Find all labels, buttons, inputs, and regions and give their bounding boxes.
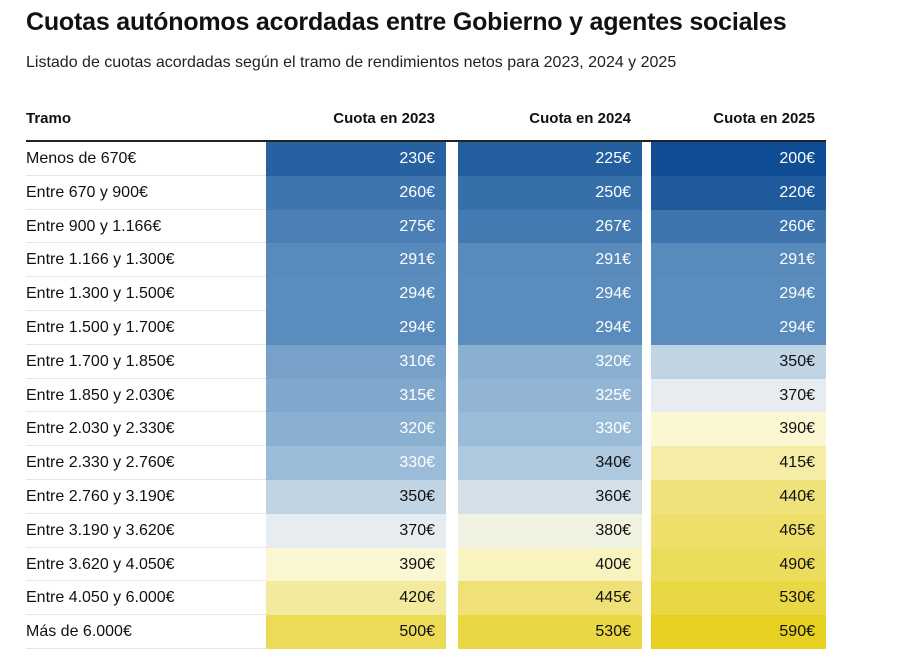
table-header: Tramo Cuota en 2023 Cuota en 2024 Cuota … (26, 102, 826, 142)
quota-cell-2023: 500€ (266, 615, 446, 649)
quota-cell-2025: 440€ (651, 479, 826, 514)
quota-cell-2023: 230€ (266, 142, 446, 176)
table-row: Entre 1.300 y 1.500€ 294€ 294€ 294€ (26, 277, 826, 311)
table-body: Menos de 670€ 230€ 225€ 200€ Entre 670 y 900… (26, 142, 826, 649)
row-label: Menos de 670€ (26, 142, 266, 176)
row-label: Entre 2.030 y 2.330€ (26, 412, 266, 447)
quota-cell-2024: 380€ (458, 513, 642, 548)
quota-cell-2024: 267€ (458, 209, 642, 244)
header-tramo: Tramo (26, 110, 72, 127)
quota-cell-2024: 445€ (458, 581, 642, 616)
quota-table: Tramo Cuota en 2023 Cuota en 2024 Cuota … (26, 102, 826, 649)
quota-cell-2024: 360€ (458, 479, 642, 514)
quota-cell-2025: 590€ (651, 615, 826, 649)
quota-cell-2023: 390€ (266, 547, 446, 582)
quota-cell-2024: 340€ (458, 446, 642, 480)
quota-cell-2023: 260€ (266, 175, 446, 210)
quota-cell-2024: 225€ (458, 142, 642, 176)
quota-cell-2023: 370€ (266, 513, 446, 548)
quota-cell-2024: 250€ (458, 175, 642, 210)
row-label: Entre 4.050 y 6.000€ (26, 581, 266, 616)
quota-cell-2025: 350€ (651, 344, 826, 379)
page-title: Cuotas autónomos acordadas entre Gobiern… (26, 8, 787, 36)
quota-cell-2024: 291€ (458, 243, 642, 278)
quota-cell-2023: 291€ (266, 243, 446, 278)
table-row: Más de 6.000€ 500€ 530€ 590€ (26, 615, 826, 649)
quota-cell-2023: 350€ (266, 479, 446, 514)
row-label: Entre 1.500 y 1.700€ (26, 311, 266, 345)
quota-cell-2023: 310€ (266, 344, 446, 379)
row-label: Más de 6.000€ (26, 615, 266, 649)
header-2023: Cuota en 2023 (333, 110, 435, 127)
row-label: Entre 2.760 y 3.190€ (26, 480, 266, 514)
quota-cell-2023: 294€ (266, 310, 446, 345)
table-row: Entre 2.030 y 2.330€ 320€ 330€ 390€ (26, 412, 826, 447)
table-row: Entre 670 y 900€ 260€ 250€ 220€ (26, 175, 826, 210)
quota-cell-2025: 200€ (651, 142, 826, 176)
table-row: Menos de 670€ 230€ 225€ 200€ (26, 142, 826, 176)
quota-cell-2024: 325€ (458, 378, 642, 413)
table-row: Entre 4.050 y 6.000€ 420€ 445€ 530€ (26, 581, 826, 616)
quota-cell-2023: 275€ (266, 209, 446, 244)
quota-cell-2023: 420€ (266, 581, 446, 616)
row-label: Entre 670 y 900€ (26, 176, 266, 210)
quota-cell-2024: 400€ (458, 547, 642, 582)
row-label: Entre 1.850 y 2.030€ (26, 379, 266, 413)
quota-cell-2025: 390€ (651, 412, 826, 447)
quota-cell-2025: 465€ (651, 513, 826, 548)
row-label: Entre 3.190 y 3.620€ (26, 514, 266, 548)
quota-cell-2024: 320€ (458, 344, 642, 379)
row-label: Entre 3.620 y 4.050€ (26, 548, 266, 582)
quota-cell-2024: 294€ (458, 310, 642, 345)
table-row: Entre 1.700 y 1.850€ 310€ 320€ 350€ (26, 344, 826, 379)
quota-cell-2024: 530€ (458, 615, 642, 649)
table-row: Entre 2.760 y 3.190€ 350€ 360€ 440€ (26, 479, 826, 514)
row-label: Entre 1.166 y 1.300€ (26, 243, 266, 278)
row-label: Entre 1.300 y 1.500€ (26, 277, 266, 311)
quota-cell-2024: 294€ (458, 277, 642, 311)
quota-cell-2025: 415€ (651, 446, 826, 480)
table-row: Entre 2.330 y 2.760€ 330€ 340€ 415€ (26, 446, 826, 480)
header-2024: Cuota en 2024 (529, 110, 631, 127)
quota-cell-2025: 370€ (651, 378, 826, 413)
header-2025: Cuota en 2025 (713, 110, 815, 127)
row-label: Entre 1.700 y 1.850€ (26, 345, 266, 379)
table-row: Entre 1.166 y 1.300€ 291€ 291€ 291€ (26, 243, 826, 278)
page-subtitle: Listado de cuotas acordadas según el tra… (26, 54, 677, 71)
table-row: Entre 1.500 y 1.700€ 294€ 294€ 294€ (26, 310, 826, 345)
quota-cell-2025: 530€ (651, 581, 826, 616)
quota-cell-2025: 294€ (651, 310, 826, 345)
quota-cell-2025: 220€ (651, 175, 826, 210)
row-label: Entre 900 y 1.166€ (26, 210, 266, 244)
row-label: Entre 2.330 y 2.760€ (26, 446, 266, 480)
quota-cell-2025: 260€ (651, 209, 826, 244)
table-row: Entre 1.850 y 2.030€ 315€ 325€ 370€ (26, 378, 826, 413)
quota-cell-2023: 320€ (266, 412, 446, 447)
quota-cell-2023: 315€ (266, 378, 446, 413)
quota-cell-2025: 490€ (651, 547, 826, 582)
quota-cell-2023: 330€ (266, 446, 446, 480)
table-row: Entre 3.190 y 3.620€ 370€ 380€ 465€ (26, 513, 826, 548)
quota-cell-2025: 291€ (651, 243, 826, 278)
quota-cell-2025: 294€ (651, 277, 826, 311)
quota-cell-2023: 294€ (266, 277, 446, 311)
table-row: Entre 3.620 y 4.050€ 390€ 400€ 490€ (26, 547, 826, 582)
table-row: Entre 900 y 1.166€ 275€ 267€ 260€ (26, 209, 826, 244)
quota-cell-2024: 330€ (458, 412, 642, 447)
